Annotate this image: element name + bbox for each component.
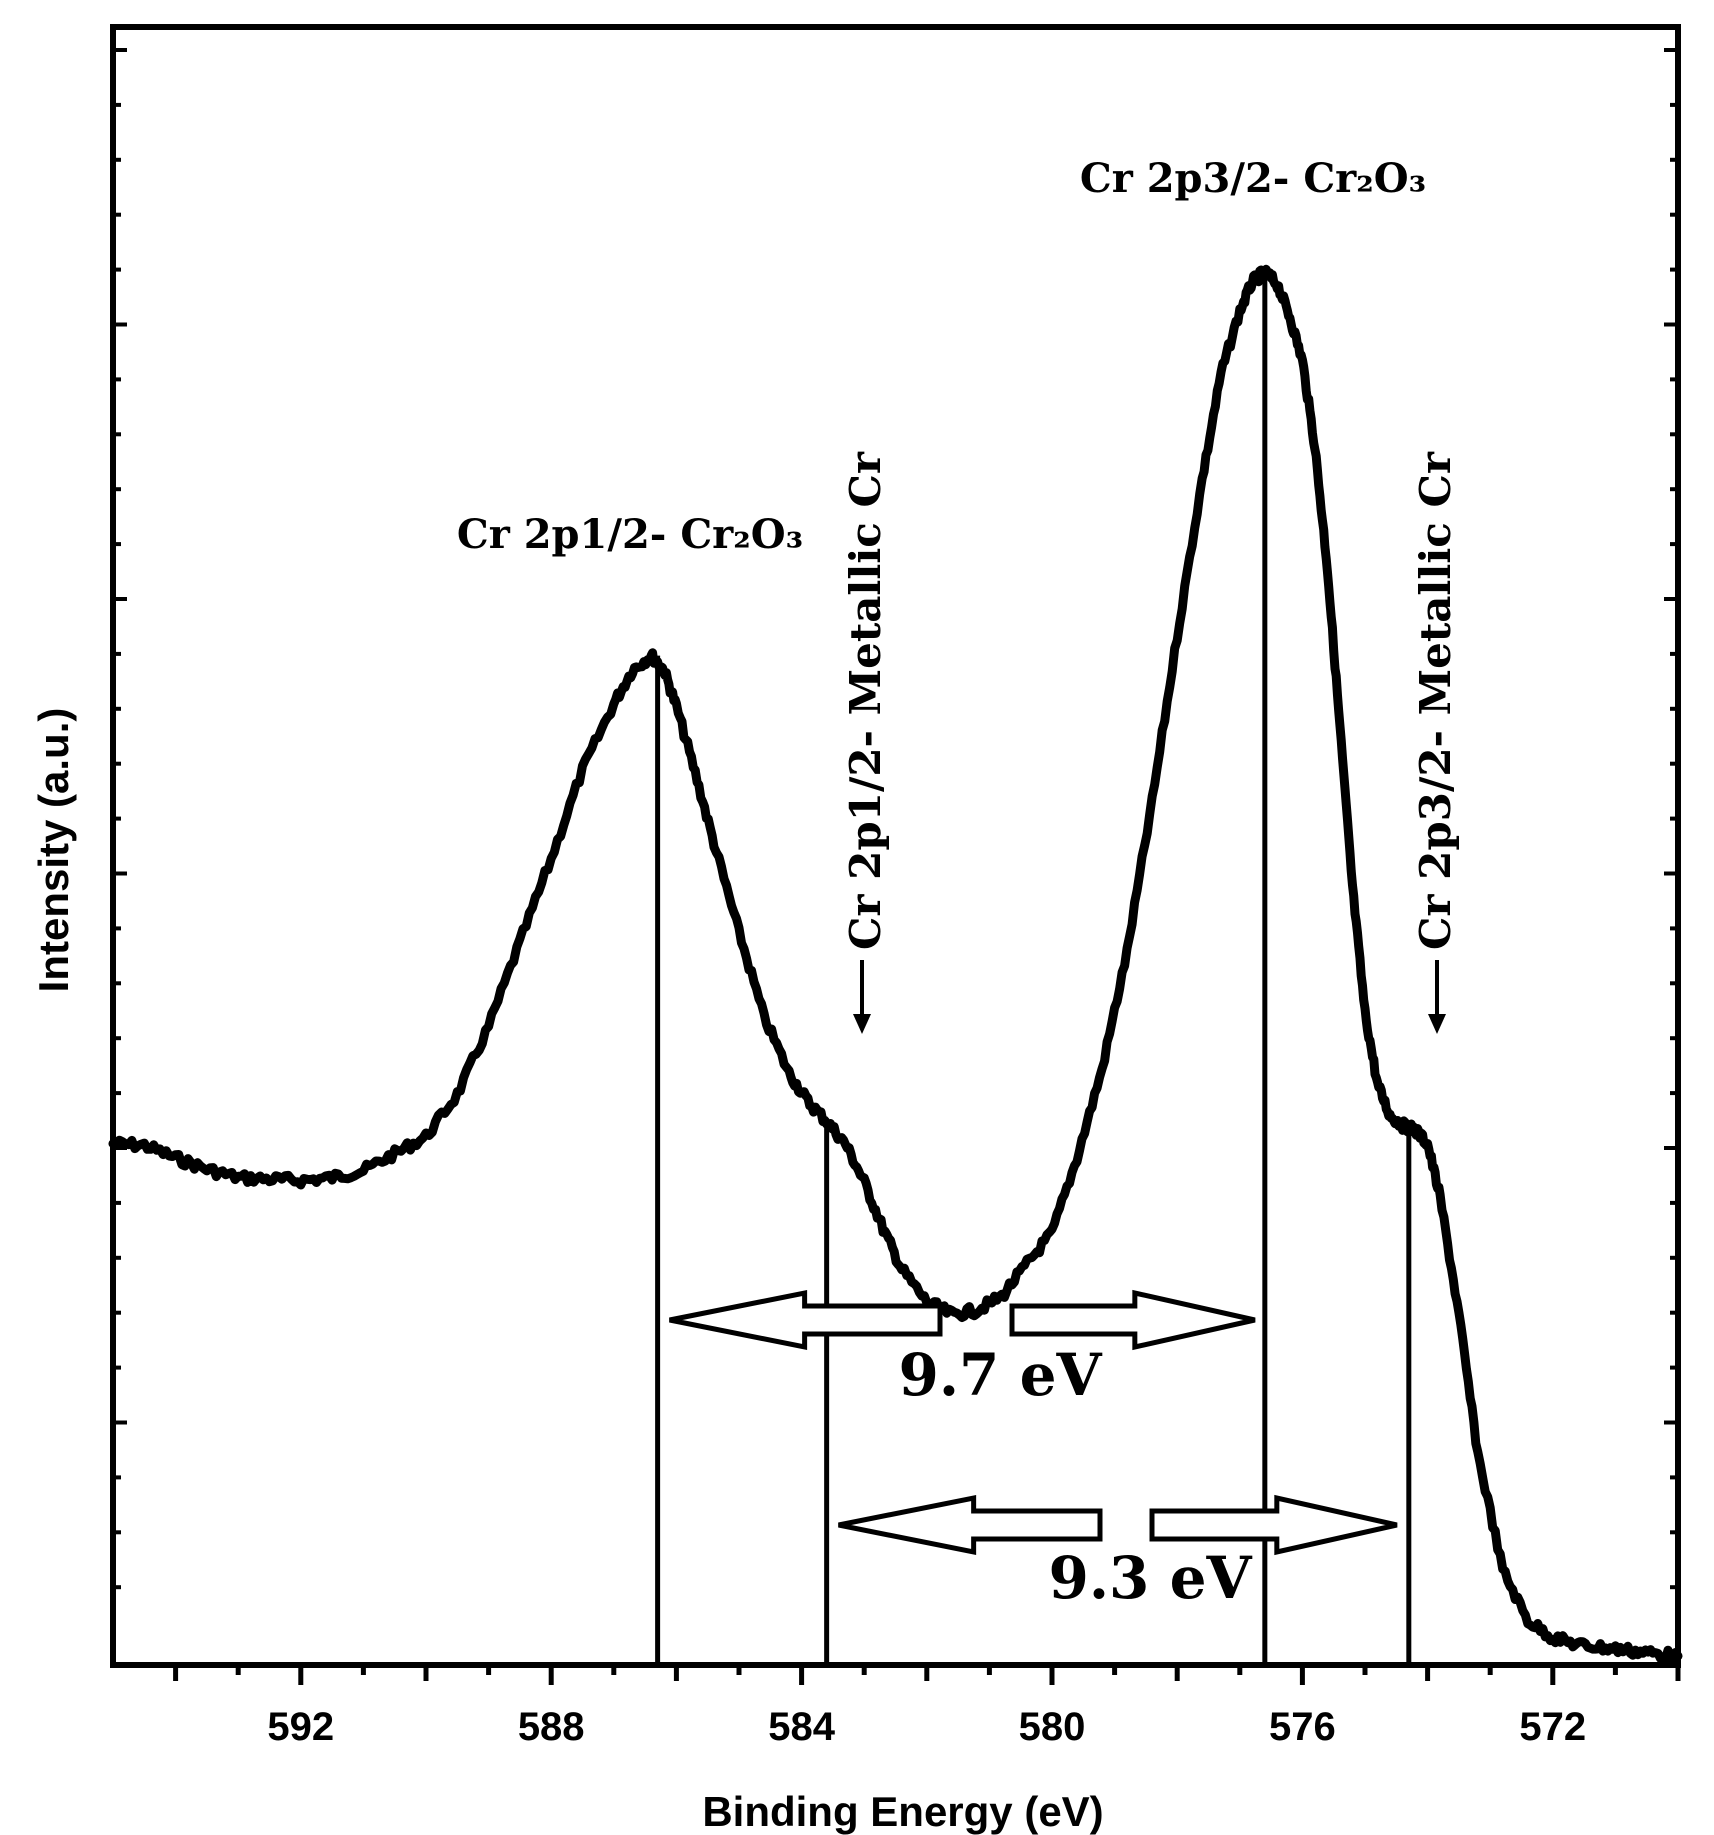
x-tick-label: 580 [1019,1705,1086,1749]
x-tick-label: 576 [1269,1705,1336,1749]
label-cr2p12-cr2o3: Cr 2p1/2- Cr₂O₃ [457,511,803,558]
energy-gap-arrows [669,960,1446,1556]
gap-arrow-9-7-right [1009,1289,1256,1351]
x-tick-label: 588 [518,1705,585,1749]
gap-label-9-3: 9.3 eV [1049,1544,1253,1612]
x-tick-label: 572 [1519,1705,1586,1749]
gap-label-9-7: 9.7 eV [899,1341,1103,1409]
x-axis-title: Binding Energy (eV) [702,1788,1103,1835]
x-tick-label: 592 [267,1705,334,1749]
label-cr2p32-metallic: Cr 2p3/2- Metallic Cr [1411,451,1460,950]
peak-lines [655,271,1412,1665]
gap-arrow-9-3-left [838,1494,1103,1556]
metallic-arrow-2-head [1428,1014,1446,1034]
metallic-arrow-1-head [853,1014,871,1034]
y-axis-title: Intensity (a.u.) [30,708,77,993]
spectrum-line [108,264,1683,1665]
plot-frame [110,24,1681,1668]
gap-arrow-9-7-left [669,1289,943,1351]
label-cr2p32-cr2o3: Cr 2p3/2- Cr₂O₃ [1080,155,1426,202]
gap-arrow-9-3-right [1149,1494,1398,1556]
axes-frame: 592 588 584 580 576 572 [110,24,1681,1749]
label-cr2p12-metallic: Cr 2p1/2- Metallic Cr [841,451,890,950]
spectrum-curve-group [108,264,1683,1665]
x-tick-label: 584 [768,1705,835,1749]
